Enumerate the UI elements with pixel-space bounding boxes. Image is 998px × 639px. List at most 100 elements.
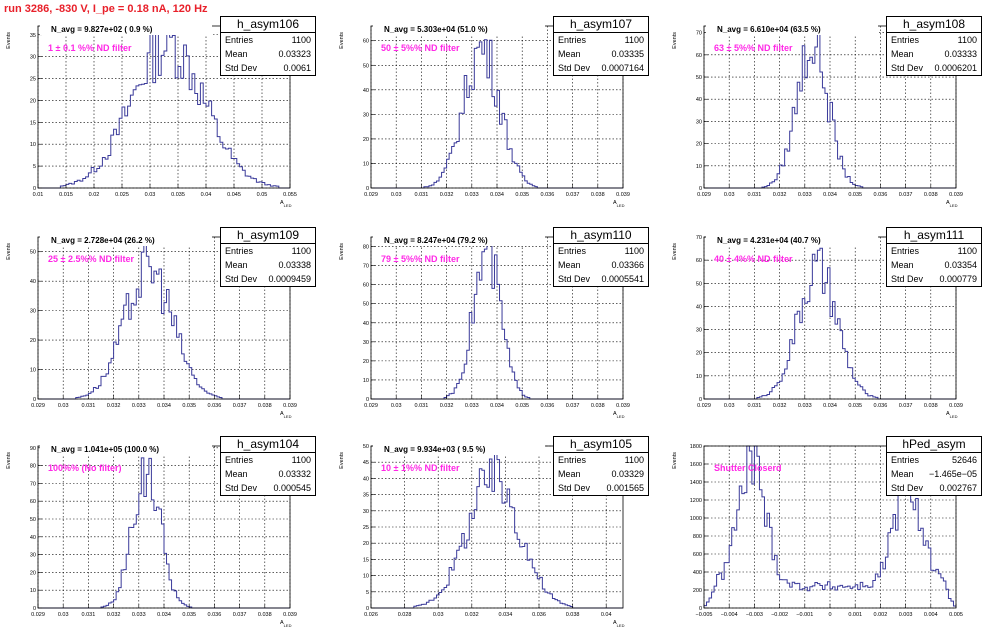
stats-box: h_asym104 Entries 1100 Mean 0.03332 Std Dev 0.…: [220, 436, 316, 496]
y-tick-label: 15: [30, 120, 36, 126]
stats-key: Mean: [891, 469, 914, 479]
x-tick-label: 0.034: [157, 403, 171, 409]
y-tick-label: 10: [363, 161, 369, 167]
x-tick-label: 0.032: [773, 403, 787, 409]
x-tick-label: −0.003: [746, 612, 763, 618]
stats-value: 1100: [291, 246, 311, 256]
y-tick-label: 25: [363, 525, 369, 531]
x-axis-label: ALED: [613, 200, 625, 208]
x-tick-label: 0.02: [89, 192, 100, 198]
y-tick-label: 20: [30, 98, 36, 104]
navg-background: [706, 235, 878, 246]
y-tick-label: 1600: [690, 462, 702, 468]
stats-key: Entries: [891, 246, 920, 256]
histogram-h_asym106: 0.01 0.015 0.02 0.025 0.03 0.035 0.04 0.045 0.05…: [6, 24, 297, 208]
y-tick-label: 5: [33, 164, 36, 170]
y-axis-label: Events: [339, 243, 345, 260]
y-tick-label: 10: [30, 588, 36, 594]
stats-row: Mean −1.465e−05: [887, 467, 981, 481]
stats-row: Std Dev 0.0007164: [554, 61, 648, 75]
stats-value: −1.465e−05: [928, 469, 977, 479]
stats-row: Entries 1100: [554, 33, 648, 47]
x-tick-label: 0.034: [490, 192, 504, 198]
stats-value: 0.03323: [278, 49, 311, 59]
histogram-hPed_asym: −0.005 −0.004 −0.003 −0.002 −0.001 0 0.001 0.00…: [672, 444, 963, 618]
stats-value: 0.0005541: [601, 274, 644, 284]
stats-row: Std Dev 0.0005541: [554, 272, 648, 286]
y-tick-label: 600: [693, 552, 702, 558]
x-tick-label: 0.036: [874, 403, 888, 409]
stats-row: Std Dev 0.001565: [554, 481, 648, 495]
x-tick-label: 0.031: [82, 612, 96, 618]
stats-key: Entries: [891, 455, 920, 465]
y-axis-label: Events: [672, 452, 678, 469]
x-tick-label: 0.036: [208, 612, 222, 618]
x-tick-label: 0.034: [823, 192, 837, 198]
x-tick-label: 0.032: [107, 403, 121, 409]
x-axis-label: ALED: [280, 200, 292, 208]
stats-box: h_asym111 Entries 1100 Mean 0.03354 Std Dev 0.…: [886, 227, 982, 287]
x-tick-label: 0.031: [748, 403, 762, 409]
stats-value: 0.000545: [273, 483, 311, 493]
x-tick-label: 0.038: [591, 192, 605, 198]
x-tick-label: 0.038: [258, 612, 272, 618]
x-tick-label: 0.031: [82, 403, 96, 409]
filter-label: 25 ± 2.5%% ND filter: [48, 254, 134, 264]
pad-h_asym108: 0.029 0.03 0.031 0.032 0.033 0.034 0.035 0.036 0…: [666, 14, 996, 219]
x-tick-label: 0.034: [490, 403, 504, 409]
y-tick-label: 40: [30, 279, 36, 285]
stats-row: Entries 1100: [221, 33, 315, 47]
filter-label: 100%% (No filter): [48, 463, 122, 473]
y-axis-label: Events: [339, 32, 345, 49]
x-tick-label: 0.04: [601, 612, 612, 618]
stats-title: h_asym108: [887, 17, 981, 33]
x-tick-label: 0.033: [465, 192, 479, 198]
x-tick-label: 0.029: [364, 403, 378, 409]
x-tick-label: 0.029: [31, 612, 45, 618]
y-tick-label: 30: [363, 509, 369, 515]
run-title: run 3286, -830 V, I_pe = 0.18 nA, 120 Hz: [4, 3, 208, 15]
y-tick-label: 40: [363, 88, 369, 94]
stats-box: h_asym105 Entries 1100 Mean 0.03329 Std Dev 0.…: [553, 436, 649, 496]
stats-value: 0.0061: [283, 63, 311, 73]
x-tick-label: 0.028: [398, 612, 412, 618]
y-tick-label: 40: [696, 304, 702, 310]
stats-title: h_asym111: [887, 228, 981, 244]
y-tick-label: 10: [696, 164, 702, 170]
stats-key: Std Dev: [891, 274, 924, 284]
stats-row: Std Dev 0.0009459: [221, 272, 315, 286]
y-tick-label: 30: [696, 328, 702, 334]
y-tick-label: 0: [366, 186, 369, 192]
x-tick-label: 0.015: [59, 192, 73, 198]
y-tick-label: 30: [30, 309, 36, 315]
histogram-bins: [703, 445, 957, 608]
x-tick-label: 0.005: [949, 612, 963, 618]
y-tick-label: 1000: [690, 516, 702, 522]
stats-value: 0.03338: [278, 260, 311, 270]
x-tick-label: 0.038: [258, 403, 272, 409]
y-tick-label: 60: [363, 283, 369, 289]
y-tick-label: 20: [696, 142, 702, 148]
y-tick-label: 5: [366, 590, 369, 596]
y-tick-label: 50: [363, 63, 369, 69]
stats-value: 0.03332: [278, 469, 311, 479]
stats-key: Entries: [225, 246, 254, 256]
x-tick-label: 0.03: [391, 403, 402, 409]
navg-label: N_avg = 5.303e+04 (51.0 %): [384, 25, 488, 34]
pad-h_asym107: 0.029 0.03 0.031 0.032 0.033 0.034 0.035 0.036 0…: [333, 14, 663, 219]
y-tick-label: 40: [30, 535, 36, 541]
x-axis-label: ALED: [613, 411, 625, 419]
stats-key: Std Dev: [558, 274, 591, 284]
y-tick-label: 50: [30, 517, 36, 523]
histogram-h_asym105: 0.026 0.028 0.03 0.032 0.034 0.036 0.038 0.04 0 5…: [339, 444, 625, 628]
stats-key: Std Dev: [558, 63, 591, 73]
stats-row: Mean 0.03333: [887, 47, 981, 61]
stats-value: 0.03354: [944, 260, 977, 270]
y-tick-label: 1400: [690, 480, 702, 486]
y-tick-label: 25: [30, 77, 36, 83]
x-tick-label: 0.031: [415, 403, 429, 409]
y-tick-label: 70: [30, 481, 36, 487]
filter-label: 1 ± 0.1 %% ND filter: [48, 43, 132, 53]
stats-key: Mean: [558, 469, 581, 479]
y-tick-label: 60: [30, 499, 36, 505]
